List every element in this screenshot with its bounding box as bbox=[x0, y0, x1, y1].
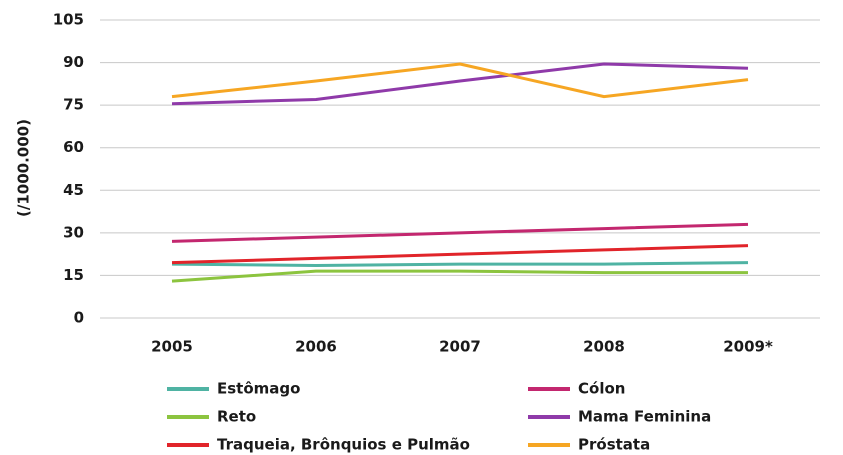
x-tick-label: 2009* bbox=[723, 338, 773, 356]
y-tick-label: 30 bbox=[63, 223, 84, 241]
y-tick-label: 90 bbox=[63, 53, 84, 71]
legend-label: Traqueia, Brônquios e Pulmão bbox=[217, 436, 470, 454]
series-line bbox=[171, 62, 749, 99]
x-tick-label: 2005 bbox=[151, 338, 193, 356]
legend-label: Reto bbox=[217, 408, 256, 426]
legend-label: Estômago bbox=[217, 380, 300, 398]
legend-label: Próstata bbox=[578, 436, 650, 454]
y-tick-label: 45 bbox=[63, 181, 84, 199]
x-tick-label: 2007 bbox=[439, 338, 481, 356]
y-tick-label: 105 bbox=[53, 11, 84, 29]
y-axis-label: (/1000.000) bbox=[15, 119, 33, 217]
x-tick-label: 2006 bbox=[295, 338, 337, 356]
y-tick-label: 75 bbox=[63, 96, 84, 114]
legend-label: Mama Feminina bbox=[578, 408, 711, 426]
y-tick-label: 15 bbox=[63, 266, 84, 284]
series-line bbox=[171, 62, 749, 106]
x-tick-label: 2008 bbox=[583, 338, 625, 356]
series-line bbox=[171, 269, 748, 283]
y-tick-label: 60 bbox=[63, 138, 84, 156]
y-tick-label: 0 bbox=[74, 309, 84, 327]
series-line bbox=[171, 261, 749, 267]
series-line bbox=[171, 222, 749, 243]
legend-label: Cólon bbox=[578, 380, 625, 398]
series-line bbox=[171, 244, 749, 265]
